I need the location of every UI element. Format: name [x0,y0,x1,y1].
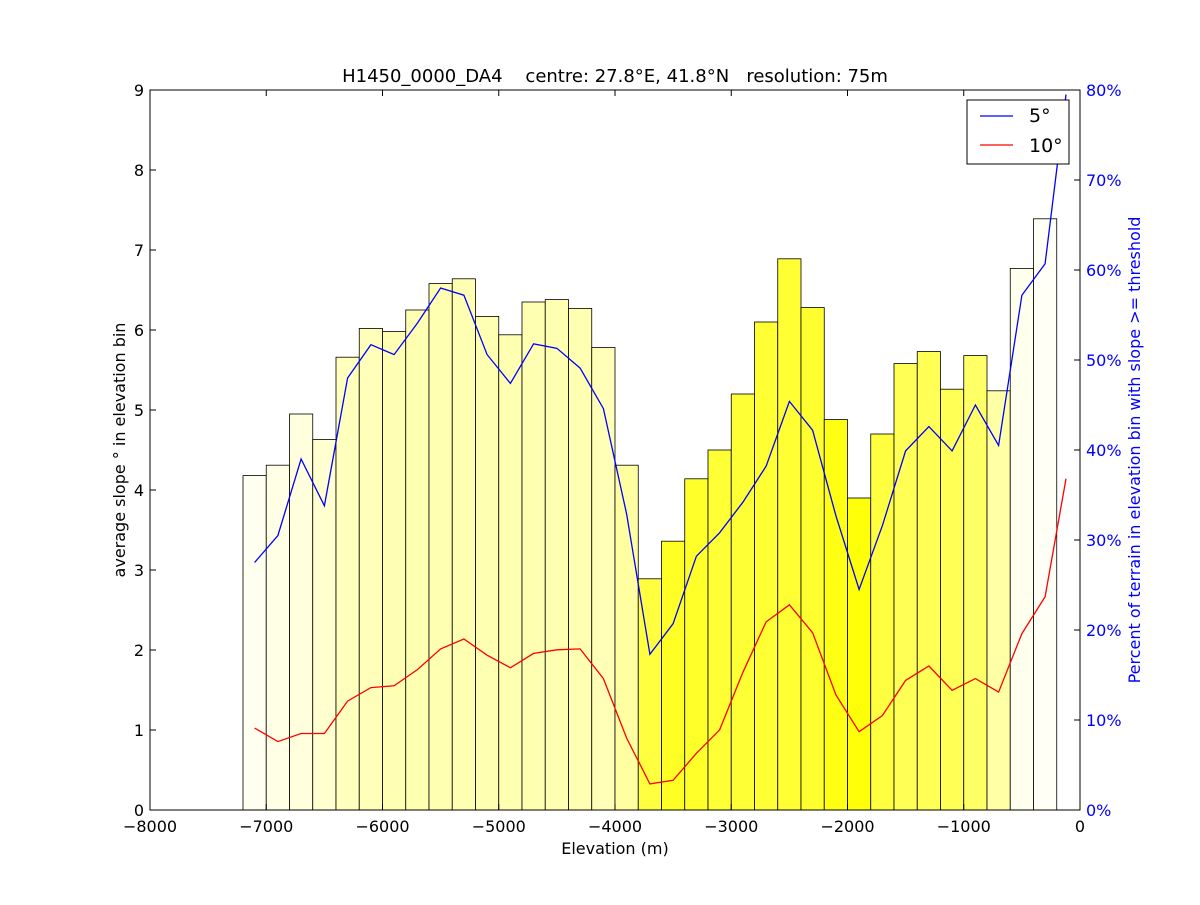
histogram-bar [358,327,383,811]
series-line-10deg [254,478,1067,785]
histogram-bar [544,299,569,811]
x-tick-label: −4000 [588,817,642,836]
histogram-bar [777,258,802,811]
histogram-bar [289,413,314,811]
legend-label-10deg: 10° [1029,135,1063,157]
histogram-bar [684,478,709,811]
chart-title: H1450_0000_DA4 centre: 27.8°E, 41.8°N re… [342,66,888,87]
y2-tick-label: 30% [1086,531,1122,550]
histogram-bar [312,439,337,811]
series-line-5deg [254,94,1067,656]
y-tick-label: 6 [134,321,144,340]
bars-layer [242,218,1058,811]
histogram-bar [637,578,662,811]
y-tick-label: 9 [134,81,144,100]
y2-tick-label: 10% [1086,711,1122,730]
y-tick-label: 1 [134,721,144,740]
histogram-bar [591,347,616,811]
histogram-bar [986,390,1011,811]
histogram-bar [800,307,825,811]
x-tick-label: −1000 [937,817,991,836]
histogram-bar [1033,218,1058,811]
y-tick-label: 2 [134,641,144,660]
lines-layer [254,94,1067,785]
histogram-bar [916,351,941,811]
histogram-bar [893,363,918,811]
histogram-bar [498,334,523,811]
y-tick-label: 4 [134,481,144,500]
x-tick-label: −3000 [704,817,758,836]
y-tick-label: 0 [134,801,144,820]
y-axis-label: average slope ° in elevation bin [110,323,129,578]
histogram-bar [963,355,988,811]
y2-tick-label: 20% [1086,621,1122,640]
y2-tick-label: 60% [1086,261,1122,280]
y2-tick-label: 80% [1086,81,1122,100]
y2-tick-label: 40% [1086,441,1122,460]
x-tick-label: 0 [1075,817,1085,836]
histogram-bar [475,315,500,811]
y2-tick-label: 0% [1086,801,1111,820]
histogram-bar [568,307,593,811]
legend: 5° 10° [966,99,1070,165]
histogram-bar [823,419,848,811]
histogram-bar [521,301,546,811]
histogram-bar [428,283,453,811]
y-tick-label: 3 [134,561,144,580]
histogram-bar [451,278,476,811]
histogram-bar [382,331,407,811]
y-tick-label: 5 [134,401,144,420]
y2-tick-label: 50% [1086,351,1122,370]
y-tick-label: 8 [134,161,144,180]
x-tick-label: −6000 [355,817,409,836]
histogram-bar [707,449,732,811]
histogram-bar [940,388,965,811]
legend-label-5deg: 5° [1029,105,1051,127]
legend-box [966,99,1070,165]
histogram-bar [265,464,290,811]
histogram-bar [405,309,430,811]
x-axis-label: Elevation (m) [561,839,668,858]
histogram-bar [870,433,895,811]
x-tick-label: −2000 [820,817,874,836]
histogram-bar [661,540,686,811]
x-tick-label: −7000 [239,817,293,836]
histogram-bar [730,393,755,811]
x-tick-label: −8000 [123,817,177,836]
y2-axis-label: Percent of terrain in elevation bin with… [1125,217,1144,684]
y-tick-label: 7 [134,241,144,260]
histogram-bar [847,497,872,811]
ticks-layer: −8000 −7000 −6000 −5000 −4000 −3000 −2000 −1000… [123,81,1122,836]
x-tick-label: −5000 [472,817,526,836]
histogram-bar [754,321,779,811]
histogram-bar [242,475,267,811]
y2-tick-label: 70% [1086,171,1122,190]
